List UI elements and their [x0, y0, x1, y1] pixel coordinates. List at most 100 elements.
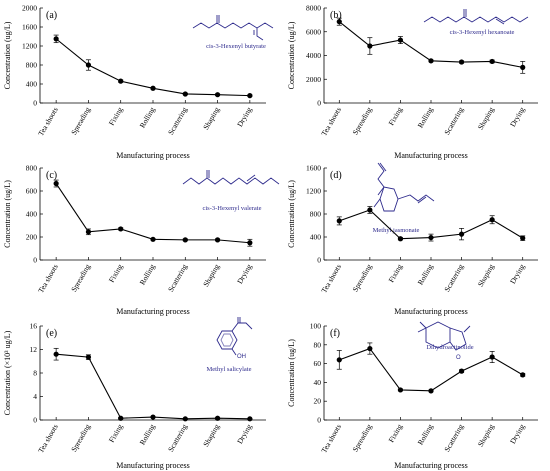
x-axis-label: Manufacturing process	[394, 461, 468, 470]
x-tick-label: Scattering	[442, 422, 465, 453]
y-tick-label: 4	[33, 392, 37, 401]
x-tick-label: Drying	[508, 422, 527, 445]
data-point	[214, 92, 221, 98]
hexenyl-valerate-structure-icon	[182, 170, 280, 185]
data-point	[247, 240, 253, 246]
compound-name: Methyl jasmonate	[373, 227, 420, 234]
data-point	[182, 237, 188, 243]
y-tick-label: 8	[33, 369, 37, 378]
y-tick-label: 800	[310, 210, 322, 219]
data-point	[428, 234, 434, 241]
x-tick-label: Fixing	[387, 105, 405, 127]
data-point	[489, 354, 495, 360]
y-tick-label: 8000	[306, 4, 321, 13]
x-tick-label: Spreading	[69, 262, 92, 293]
data-point	[85, 354, 92, 360]
chart-panel-2: 0 2000 4000 6000 8000 Tea shoots Spreading Fixi…	[287, 4, 538, 160]
y-tick-label: 2000	[22, 4, 37, 13]
data-point	[247, 93, 253, 99]
data-point	[489, 217, 495, 223]
y-tick-label: 100	[310, 322, 322, 331]
y-tick-label: 0	[33, 256, 37, 265]
x-axis-label: Manufacturing process	[394, 307, 468, 316]
y-tick-label: 0	[33, 99, 37, 108]
ring-oxygen-label: O	[456, 355, 461, 361]
y-axis-label: Concentration (ug/L)	[287, 339, 296, 407]
y-tick-label: 800	[26, 164, 38, 173]
y-tick-label: 400	[26, 210, 38, 219]
dihydroactinolide-structure-icon: O	[417, 321, 471, 361]
data-point	[150, 236, 156, 242]
x-axis-label: Manufacturing process	[116, 307, 190, 316]
x-tick-label: Shaping	[201, 262, 221, 288]
data-point	[182, 416, 188, 422]
y-tick-label: 400	[26, 80, 38, 89]
data-point	[247, 416, 253, 422]
y-tick-label: 200	[26, 233, 38, 242]
x-tick-label: Drying	[508, 262, 527, 285]
panel-label: (a)	[46, 10, 57, 21]
y-tick-label: 16	[30, 322, 38, 331]
compound-name: cis-3-Hexenyl butyrate	[206, 43, 266, 50]
data-point	[458, 231, 465, 237]
y-tick-label: 0	[317, 99, 321, 108]
x-tick-label: Spreading	[351, 262, 374, 293]
data-point	[53, 180, 59, 187]
y-tick-label: 1600	[22, 23, 37, 32]
y-tick-label: 0	[317, 256, 321, 265]
x-tick-label: Fixing	[107, 105, 125, 127]
x-tick-label: Rolling	[138, 105, 157, 129]
y-tick-label: 1200	[306, 187, 321, 196]
compound-name: Methyl salicylate	[207, 366, 252, 373]
series-line	[56, 353, 250, 420]
y-axis-label: Concentration (ug/L)	[3, 180, 12, 248]
x-tick-label: Spreading	[69, 105, 92, 136]
y-tick-label: 400	[310, 233, 322, 242]
series-line	[55, 183, 250, 244]
x-tick-label: Spreading	[69, 422, 92, 453]
data-point	[489, 58, 495, 65]
data-point	[336, 218, 342, 224]
data-point	[214, 237, 221, 243]
x-tick-label: Shaping	[201, 105, 221, 131]
data-point	[428, 58, 434, 64]
data-point	[53, 351, 59, 357]
x-tick-label: Tea shoots	[319, 105, 343, 137]
data-point	[520, 235, 526, 241]
hexenyl-hexanoate-structure-icon	[423, 9, 529, 25]
data-point	[520, 372, 526, 378]
x-tick-label: Scattering	[442, 105, 465, 136]
data-point	[520, 64, 526, 70]
data-point	[118, 415, 124, 421]
y-axis-label: Concentration (×10³ ug/L)	[3, 330, 12, 415]
panel-label: (c)	[46, 170, 57, 181]
y-axis-label: Concentration (ug/L)	[287, 21, 296, 89]
x-tick-label: Fixing	[107, 422, 125, 444]
data-point	[150, 85, 156, 91]
data-point	[85, 62, 92, 68]
y-axis-label: Concentration (ug/L)	[3, 21, 12, 89]
y-tick-label: 2000	[306, 75, 321, 84]
x-tick-label: Tea shoots	[36, 262, 60, 294]
x-tick-label: Spreading	[351, 105, 374, 136]
compound-name: cis-3-Hexenyl valerate	[202, 205, 261, 212]
x-tick-label: Shaping	[476, 422, 496, 448]
y-tick-label: 1200	[22, 42, 37, 51]
y-tick-label: 12	[30, 345, 38, 354]
x-tick-label: Rolling	[416, 105, 435, 129]
data-point	[458, 368, 465, 374]
data-point	[367, 43, 373, 49]
x-tick-label: Drying	[235, 262, 254, 285]
x-tick-label: Tea shoots	[36, 105, 60, 137]
y-axis-label: Concentration (ug/L)	[287, 180, 296, 248]
chart-panel-4: 0 400 800 1200 1600 Tea shoots Spreading Fixing…	[287, 164, 538, 316]
x-tick-label: Shaping	[201, 422, 221, 448]
panel-label: (f)	[330, 328, 340, 339]
x-tick-label: Rolling	[416, 262, 435, 286]
chart-panel-3: 0 200 400 600 800 Tea shoots Spreading Fixing Ro…	[3, 164, 266, 316]
y-tick-label: 600	[26, 187, 38, 196]
y-tick-label: 0	[33, 416, 37, 425]
data-point	[397, 387, 404, 393]
